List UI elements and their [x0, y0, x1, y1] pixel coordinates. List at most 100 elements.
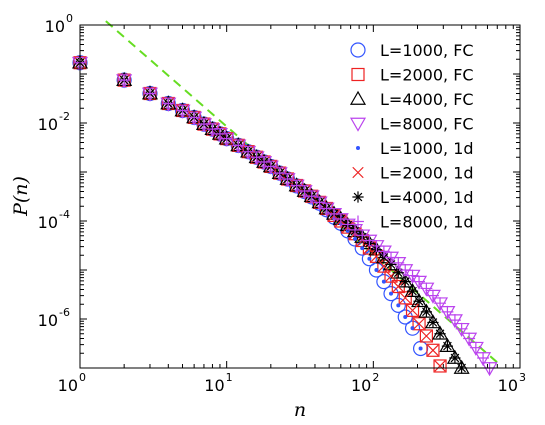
data-point-asterisk	[406, 285, 419, 297]
data-point-circle	[397, 309, 413, 325]
data-point-plus	[377, 245, 390, 258]
legend-item: L=2000, 1d	[352, 164, 474, 183]
data-point-circle	[383, 285, 399, 302]
data-point-asterisk	[399, 275, 411, 288]
legend-label: L=4000, FC	[380, 90, 474, 109]
y-tick-base: 10	[38, 213, 58, 232]
data-point-asterisk	[378, 251, 390, 264]
y-tick-base: 10	[38, 311, 58, 330]
data-point-plus	[399, 264, 412, 276]
data-point-plus	[420, 282, 433, 295]
data-point-plus	[206, 123, 219, 136]
data-point-x	[427, 344, 439, 356]
y-tick-base: 10	[38, 115, 58, 134]
data-point-dot	[396, 303, 401, 308]
data-point-plus	[463, 332, 476, 345]
data-point-plus	[197, 118, 210, 131]
legend-item: L=1000, FC	[350, 41, 474, 60]
data-point-square	[398, 291, 412, 305]
data-point-dot	[360, 246, 365, 251]
data-point-dot	[410, 326, 415, 331]
x-tick-exponent: 1	[226, 371, 233, 384]
data-point-dot	[418, 346, 423, 351]
data-point-triangle	[349, 90, 367, 105]
x-tick-label: 10 0	[58, 371, 86, 395]
data-point-plus	[264, 160, 277, 173]
x-tick-base: 10	[204, 376, 224, 395]
data-point-circle	[350, 42, 366, 58]
data-point-plus	[349, 223, 361, 236]
data-point-square	[405, 303, 420, 317]
data-point-x	[352, 166, 364, 179]
data-point-plus	[258, 156, 271, 168]
legend-label: L=4000, 1d	[380, 188, 474, 207]
x-tick-exponent: 2	[372, 371, 379, 384]
x-tick-label: 10 3	[498, 371, 526, 395]
data-point-triangle-down	[349, 117, 367, 132]
x-axis-label: n	[294, 399, 306, 421]
data-point-asterisk	[434, 328, 446, 340]
data-point-dot	[374, 268, 379, 272]
data-point-dot	[345, 228, 350, 233]
data-point-plus	[176, 104, 189, 117]
data-points	[71, 54, 498, 377]
data-point-plus	[290, 179, 303, 192]
data-point-x	[392, 280, 404, 293]
tick-marks	[79, 25, 521, 369]
data-point-plus	[352, 215, 364, 228]
data-point-square	[419, 329, 433, 343]
plot-frame	[79, 24, 521, 369]
data-point-circle	[390, 297, 406, 313]
data-point-asterisk	[413, 295, 425, 307]
data-point-asterisk	[420, 306, 432, 318]
data-point-dot	[356, 146, 360, 150]
data-point-plus	[298, 185, 311, 197]
legend-label: L=1000, 1d	[380, 139, 474, 158]
legend-item: L=4000, FC	[349, 90, 474, 109]
data-point-plus	[305, 190, 318, 203]
legend-label: L=8000, FC	[380, 115, 474, 134]
data-point-plus	[455, 322, 468, 335]
y-tick-exponent: -6	[59, 306, 70, 319]
data-point-plus	[441, 305, 454, 318]
legend-item: L=1000, 1d	[356, 139, 474, 158]
data-point-plus	[363, 234, 376, 247]
legend-item: L=2000, FC	[351, 66, 474, 85]
data-point-square	[433, 359, 447, 373]
data-point-asterisk	[385, 258, 397, 271]
data-point-plus	[469, 341, 482, 354]
y-tick-label: 10 -4	[38, 208, 70, 232]
data-point-square	[412, 317, 426, 331]
data-point-circle	[361, 251, 377, 267]
data-point-x	[420, 330, 433, 342]
data-point-dot	[381, 279, 386, 284]
y-tick-exponent: -2	[59, 110, 70, 123]
legend-item: L=8000, 1d	[352, 213, 474, 232]
data-point-plus	[188, 111, 201, 124]
data-point-plus	[392, 256, 405, 269]
data-point-dot	[353, 236, 358, 241]
legend-label: L=2000, 1d	[380, 164, 474, 183]
data-point-asterisk	[441, 340, 454, 352]
x-tick-exponent: 3	[519, 371, 526, 384]
y-tick-base: 10	[45, 17, 65, 36]
data-point-square	[426, 343, 440, 357]
y-tick-label: 10 -2	[38, 110, 70, 134]
data-point-plus	[434, 297, 446, 310]
data-point-dot	[389, 291, 394, 296]
data-point-plus	[220, 132, 233, 145]
x-tick-label: 10 1	[204, 371, 232, 395]
y-tick-exponent: -4	[59, 208, 70, 221]
tick-labels: 10 0 10 1 10 2 10 310 010 -210 -410 -6	[38, 12, 526, 395]
data-point-plus	[162, 97, 175, 110]
data-point-plus	[232, 139, 245, 152]
data-point-x	[406, 304, 419, 317]
data-point-asterisk	[352, 191, 364, 203]
x-tick-base: 10	[498, 376, 518, 395]
data-point-plus	[273, 167, 286, 180]
data-point-plus	[214, 127, 226, 140]
data-point-x	[434, 360, 446, 372]
data-point-plus	[385, 251, 397, 264]
